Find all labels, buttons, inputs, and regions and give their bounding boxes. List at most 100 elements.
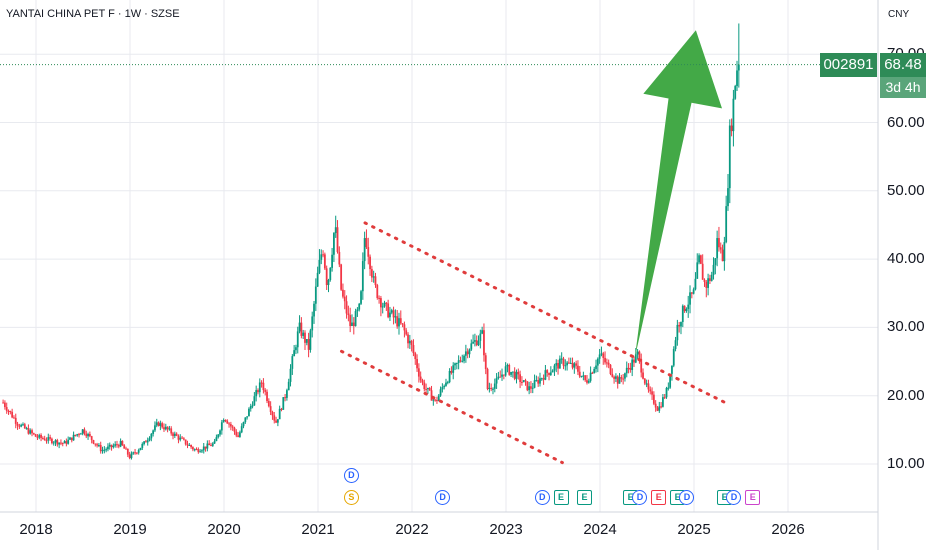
candle-down (416, 359, 418, 369)
candle-up (79, 433, 82, 435)
candle-down (718, 238, 720, 248)
candle-up (137, 450, 140, 453)
candle-up (728, 125, 731, 189)
candle-up (631, 359, 634, 370)
drawings[interactable] (340, 30, 727, 465)
candle-down (260, 382, 263, 384)
candle-up (716, 238, 719, 259)
candle-down (192, 447, 194, 450)
candle-down (41, 437, 44, 439)
candle-down (126, 448, 129, 455)
candle-up (544, 370, 547, 380)
candle-up (188, 445, 191, 447)
candle-up (329, 267, 332, 280)
candle-down (273, 415, 276, 421)
candle-down (125, 448, 127, 450)
earnings-event-marker[interactable]: E (577, 490, 593, 505)
candle-down (175, 433, 178, 436)
candle-up (618, 377, 621, 384)
candle-up (108, 444, 111, 447)
candle-up (148, 438, 151, 441)
candle-down (88, 434, 91, 437)
candle-down (204, 446, 207, 449)
candle-up (289, 368, 292, 382)
candle-up (314, 286, 317, 304)
split-event-marker[interactable]: S (343, 490, 359, 505)
candle-down (190, 445, 192, 448)
candle-down (378, 297, 380, 299)
candle-up (510, 371, 512, 375)
candle-down (325, 268, 328, 286)
candle-up (625, 367, 628, 374)
candle-down (343, 296, 346, 302)
candle-down (410, 340, 413, 346)
candle-up (560, 358, 563, 360)
candle-down (719, 247, 722, 250)
earnings-event-marker[interactable]: E (651, 490, 667, 505)
candle-up (249, 406, 252, 409)
candle-up (439, 389, 442, 396)
candle-up (206, 443, 209, 449)
candle-up (455, 362, 458, 364)
earnings-event-marker[interactable]: E (745, 490, 761, 505)
time-tick-label: 2025 (677, 521, 711, 538)
candle-down (562, 358, 565, 366)
candle-up (240, 426, 243, 433)
candle-down (586, 380, 588, 383)
candle-up (553, 365, 556, 371)
earnings-event-marker[interactable]: E (553, 490, 569, 505)
candle-down (96, 444, 98, 446)
candle-down (85, 433, 88, 437)
candle-up (472, 341, 474, 344)
candle-down (430, 390, 433, 401)
candle-up (587, 380, 590, 383)
candle-down (365, 238, 368, 248)
candle-up (201, 450, 203, 452)
candle-up (681, 305, 684, 323)
candlestick-series (2, 23, 740, 460)
candle-up (381, 306, 384, 308)
candle-up (394, 316, 397, 318)
candle-up (725, 206, 728, 243)
candle-up (457, 360, 460, 363)
candle-up (101, 450, 104, 452)
candle-up (76, 434, 79, 436)
candle-down (345, 301, 348, 314)
dividend-event-marker[interactable]: D (534, 490, 550, 505)
candle-up (114, 444, 117, 446)
candle-down (486, 369, 489, 389)
candle-up (481, 330, 484, 334)
bar-countdown-tag: 3d 4h (880, 77, 926, 98)
candle-up (305, 338, 308, 343)
candle-up (454, 363, 456, 366)
candle-down (459, 360, 462, 362)
time-tick-label: 2021 (301, 521, 335, 538)
candle-down (13, 417, 15, 419)
candle-down (257, 390, 259, 393)
candle-up (358, 303, 361, 310)
candle-down (428, 387, 431, 391)
candle-down (23, 424, 26, 429)
dividend-event-marker[interactable]: D (435, 490, 451, 505)
candle-up (47, 437, 50, 441)
candle-down (36, 436, 39, 438)
candle-down (74, 434, 77, 436)
candle-up (296, 331, 299, 348)
candle-up (54, 440, 57, 443)
candle-up (662, 397, 664, 407)
currency-label[interactable]: CNY (888, 9, 910, 20)
candle-up (495, 378, 498, 384)
dividend-event-marker[interactable]: D (343, 468, 359, 483)
symbol-title[interactable]: YANTAI CHINA PET F · 1W · SZSE (6, 8, 180, 20)
dividend-event-marker[interactable]: D (679, 490, 695, 505)
candle-up (215, 437, 218, 442)
candle-up (598, 354, 601, 359)
candle-down (450, 370, 453, 373)
candle-down (32, 433, 35, 435)
candle-down (423, 382, 426, 390)
candle-down (557, 363, 559, 369)
dividend-event-marker[interactable]: D (632, 490, 648, 505)
candle-up (446, 382, 449, 384)
dividend-event-marker[interactable]: D (726, 490, 742, 505)
